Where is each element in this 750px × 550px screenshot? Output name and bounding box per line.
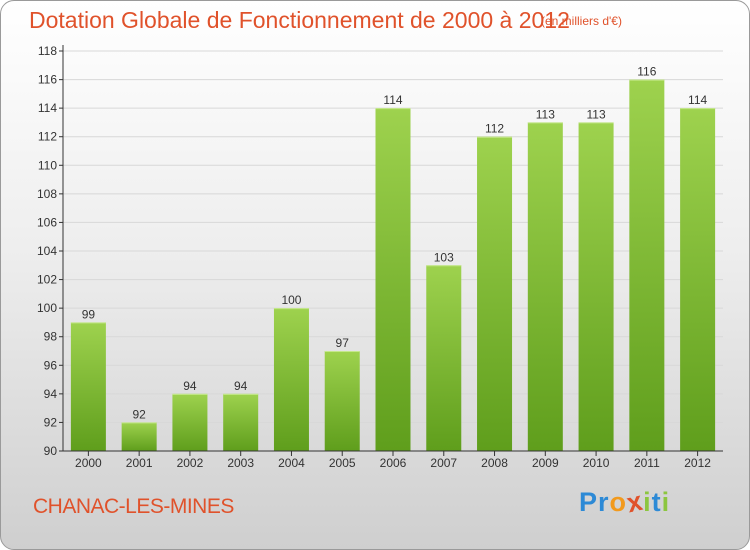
x-tick-label: 2009 — [532, 456, 559, 470]
y-tick-label: 94 — [44, 387, 58, 401]
x-tick-label: 2004 — [278, 456, 305, 470]
y-tick-label: 100 — [37, 301, 57, 315]
x-tick-label: 2002 — [177, 456, 204, 470]
data-label: 114 — [383, 93, 402, 107]
y-tick-label: 108 — [37, 187, 57, 201]
x-tick-label: 2003 — [227, 456, 254, 470]
x-tick-label: 2011 — [634, 456, 660, 470]
data-label: 114 — [688, 93, 707, 107]
bar — [375, 108, 411, 452]
data-label: 100 — [281, 293, 301, 307]
chart-subtitle: (en milliers d'€) — [541, 14, 622, 28]
x-tick-label: 2006 — [380, 456, 407, 470]
logo-letter: P — [579, 487, 599, 517]
y-tick-label: 98 — [44, 330, 58, 344]
data-label: 116 — [637, 65, 656, 79]
y-tick-label: 96 — [44, 358, 58, 372]
logo-letter: r — [598, 487, 610, 517]
logo-letter: t — [651, 487, 662, 517]
y-tick-label: 110 — [38, 158, 57, 172]
logo-letter: i — [643, 487, 652, 517]
x-tick-label: 2005 — [329, 456, 356, 470]
data-label: 99 — [82, 307, 96, 321]
data-label: 113 — [587, 107, 606, 121]
bar — [680, 108, 716, 452]
y-tick-label: 118 — [38, 44, 57, 58]
y-tick-label: 92 — [44, 415, 58, 429]
y-tick-label: 116 — [38, 73, 57, 87]
data-label: 112 — [485, 122, 504, 136]
data-label: 113 — [536, 107, 555, 121]
chart-title: Dotation Globale de Fonctionnement de 20… — [29, 7, 570, 33]
bar — [629, 79, 665, 452]
y-tick-label: 104 — [37, 244, 57, 258]
data-label: 94 — [183, 379, 197, 393]
data-label: 97 — [336, 336, 350, 350]
bar — [426, 265, 462, 451]
x-tick-label: 2007 — [430, 456, 457, 470]
bar — [527, 122, 563, 451]
x-tick-label: 2008 — [481, 456, 508, 470]
data-label: 92 — [132, 407, 146, 421]
logo-letter: i — [661, 487, 671, 517]
y-tick-label: 102 — [37, 273, 57, 287]
data-label: 103 — [434, 250, 454, 264]
bars: 99 92 94 94 100 97 114 103 112 113 113 116 114 — [70, 65, 716, 452]
bar — [70, 322, 106, 451]
x-tick-label: 2010 — [583, 456, 610, 470]
bar — [273, 308, 309, 451]
data-label: 94 — [234, 379, 248, 393]
y-tick-label: 114 — [38, 101, 57, 115]
y-tick-label: 90 — [44, 444, 58, 458]
bar — [477, 136, 513, 451]
proxiti-logo[interactable]: Proxiti — [579, 486, 671, 519]
logo-letter: o — [609, 487, 628, 517]
x-tick-label: 2000 — [75, 456, 102, 470]
commune-name: CHANAC-LES-MINES — [33, 495, 234, 518]
bar — [324, 351, 360, 451]
x-tick-label: 2012 — [684, 456, 711, 470]
bar — [172, 393, 208, 451]
axes: 90 92 94 96 98 100 102 104 106 108 110 112 114 116 118… — [37, 44, 723, 470]
y-tick-label: 106 — [37, 215, 57, 229]
bar — [223, 393, 259, 451]
x-tick-label: 2001 — [126, 456, 153, 470]
bar — [121, 422, 157, 451]
bar — [578, 122, 614, 451]
y-tick-label: 112 — [38, 130, 57, 144]
